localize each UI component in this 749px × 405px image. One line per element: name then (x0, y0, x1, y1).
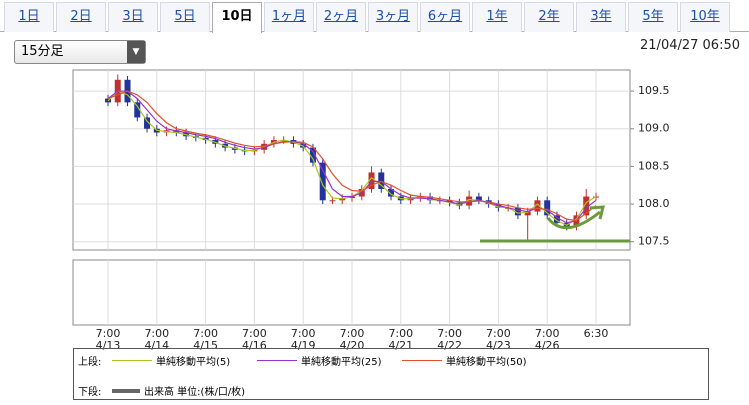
period-tab[interactable]: 10年 (680, 2, 730, 32)
candle-body (534, 200, 541, 212)
period-tab[interactable]: 1日 (4, 2, 54, 32)
candle-body (553, 215, 560, 223)
dropdown-arrow[interactable]: ▼ (127, 41, 145, 63)
legend: 上段: 単純移動平均(5) 単純移動平均(25) 単純移動平均(50) 下段: 出来高 単… (73, 348, 709, 400)
legend-item: 出来高 単位:(株/口/枚) (112, 383, 245, 398)
period-tab[interactable]: 2ヶ月 (316, 2, 366, 32)
candle-body (309, 147, 316, 163)
period-tabs: 1日 2日 3日 5日 10日 1ヶ月 2ヶ月 3ヶ月 6ヶ月 1年 2年 3年 5年 10年 (0, 0, 749, 33)
candle-body (378, 172, 385, 189)
period-tab[interactable]: 10日 (212, 2, 262, 33)
period-tab[interactable]: 3年 (576, 2, 626, 32)
legend-swatch (112, 360, 152, 361)
period-tab[interactable]: 3ヶ月 (368, 2, 418, 32)
candle-body (466, 196, 473, 206)
timestamp: 21/04/27 06:50 (640, 38, 740, 53)
legend-text: 出来高 単位:(株/口/枚) (144, 387, 246, 398)
candle-body (583, 196, 590, 216)
candle-body (514, 207, 521, 216)
legend-item: 単純移動平均(5) (112, 353, 230, 368)
candle-body (544, 200, 551, 216)
candle-body (329, 200, 336, 202)
y-tick-label: 109.5 (638, 84, 670, 97)
candle-body (319, 162, 326, 201)
candle-body (134, 102, 141, 118)
legend-text: 単純移動平均(25) (301, 357, 382, 368)
period-tab[interactable]: 5日 (160, 2, 210, 32)
candle-body (475, 196, 482, 201)
annotation-arrow (546, 205, 605, 230)
y-tick-label: 108.5 (638, 159, 670, 172)
moving-average-line (107, 90, 597, 222)
period-tab[interactable]: 1ヶ月 (264, 2, 314, 32)
legend-label: 上段: (78, 357, 102, 368)
legend-swatch (257, 360, 297, 361)
interval-text: 15分足 (21, 44, 64, 59)
legend-text: 単純移動平均(50) (446, 357, 527, 368)
candle-body (144, 117, 151, 129)
legend-swatch (112, 388, 140, 393)
y-tick-label: 108.0 (638, 197, 670, 210)
legend-text: 単純移動平均(5) (156, 357, 231, 368)
candle-body (524, 211, 531, 216)
period-tab[interactable]: 2日 (56, 2, 106, 32)
period-tab[interactable]: 6ヶ月 (420, 2, 470, 32)
y-tick-label: 109.0 (638, 122, 670, 135)
period-tab[interactable]: 1年 (472, 2, 522, 32)
legend-swatch (402, 360, 442, 361)
interval-select[interactable]: 15分足 ▼ (14, 40, 146, 64)
legend-item: 単純移動平均(25) (257, 353, 382, 368)
legend-item: 単純移動平均(50) (402, 353, 527, 368)
candle-body (349, 196, 355, 199)
candle-body (368, 172, 375, 189)
period-tab[interactable]: 2年 (524, 2, 574, 32)
period-tab[interactable]: 5年 (628, 2, 678, 32)
moving-average-line (107, 90, 597, 224)
legend-label: 下段: (78, 387, 102, 398)
y-tick-label: 107.5 (638, 235, 670, 248)
x-tick-label: 6:30 (583, 327, 609, 340)
period-tab[interactable]: 3日 (108, 2, 158, 32)
candle-body (388, 188, 395, 197)
